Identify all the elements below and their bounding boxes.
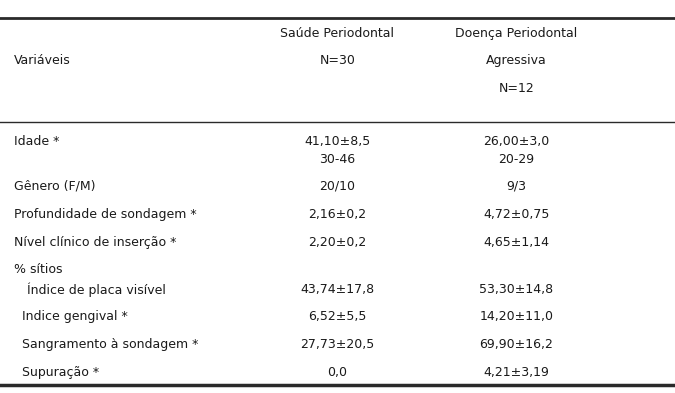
Text: 20/10: 20/10 bbox=[319, 179, 356, 192]
Text: 9/3: 9/3 bbox=[506, 179, 526, 192]
Text: 43,74±17,8: 43,74±17,8 bbox=[300, 283, 375, 296]
Text: 20-29: 20-29 bbox=[498, 153, 535, 166]
Text: 30-46: 30-46 bbox=[319, 153, 356, 166]
Text: Saúde Periodontal: Saúde Periodontal bbox=[281, 27, 394, 40]
Text: 26,00±3,0: 26,00±3,0 bbox=[483, 135, 549, 148]
Text: Agressiva: Agressiva bbox=[486, 54, 547, 68]
Text: 4,65±1,14: 4,65±1,14 bbox=[483, 236, 549, 250]
Text: Nível clínico de inserção *: Nível clínico de inserção * bbox=[14, 236, 176, 250]
Text: 6,52±5,5: 6,52±5,5 bbox=[308, 310, 367, 323]
Text: % sítios: % sítios bbox=[14, 263, 62, 276]
Text: Supuração *: Supuração * bbox=[14, 366, 99, 380]
Text: Variáveis: Variáveis bbox=[14, 54, 70, 68]
Text: Índice de placa visível: Índice de placa visível bbox=[27, 282, 166, 297]
Text: 41,10±8,5: 41,10±8,5 bbox=[304, 135, 371, 148]
Text: N=30: N=30 bbox=[319, 54, 356, 68]
Text: N=12: N=12 bbox=[499, 82, 534, 95]
Text: Profundidade de sondagem *: Profundidade de sondagem * bbox=[14, 208, 196, 221]
Text: 0,0: 0,0 bbox=[327, 366, 348, 380]
Text: Gênero (F/M): Gênero (F/M) bbox=[14, 179, 95, 192]
Text: 27,73±20,5: 27,73±20,5 bbox=[300, 338, 375, 351]
Text: Sangramento à sondagem *: Sangramento à sondagem * bbox=[14, 338, 198, 351]
Text: 2,20±0,2: 2,20±0,2 bbox=[308, 236, 367, 250]
Text: Idade *: Idade * bbox=[14, 135, 59, 148]
Text: 14,20±11,0: 14,20±11,0 bbox=[479, 310, 554, 323]
Text: 4,21±3,19: 4,21±3,19 bbox=[483, 366, 549, 380]
Text: Doença Periodontal: Doença Periodontal bbox=[455, 27, 578, 40]
Text: 2,16±0,2: 2,16±0,2 bbox=[308, 208, 367, 221]
Text: Indice gengival *: Indice gengival * bbox=[14, 310, 128, 323]
Text: 4,72±0,75: 4,72±0,75 bbox=[483, 208, 549, 221]
Text: 69,90±16,2: 69,90±16,2 bbox=[479, 338, 554, 351]
Text: 53,30±14,8: 53,30±14,8 bbox=[479, 283, 554, 296]
